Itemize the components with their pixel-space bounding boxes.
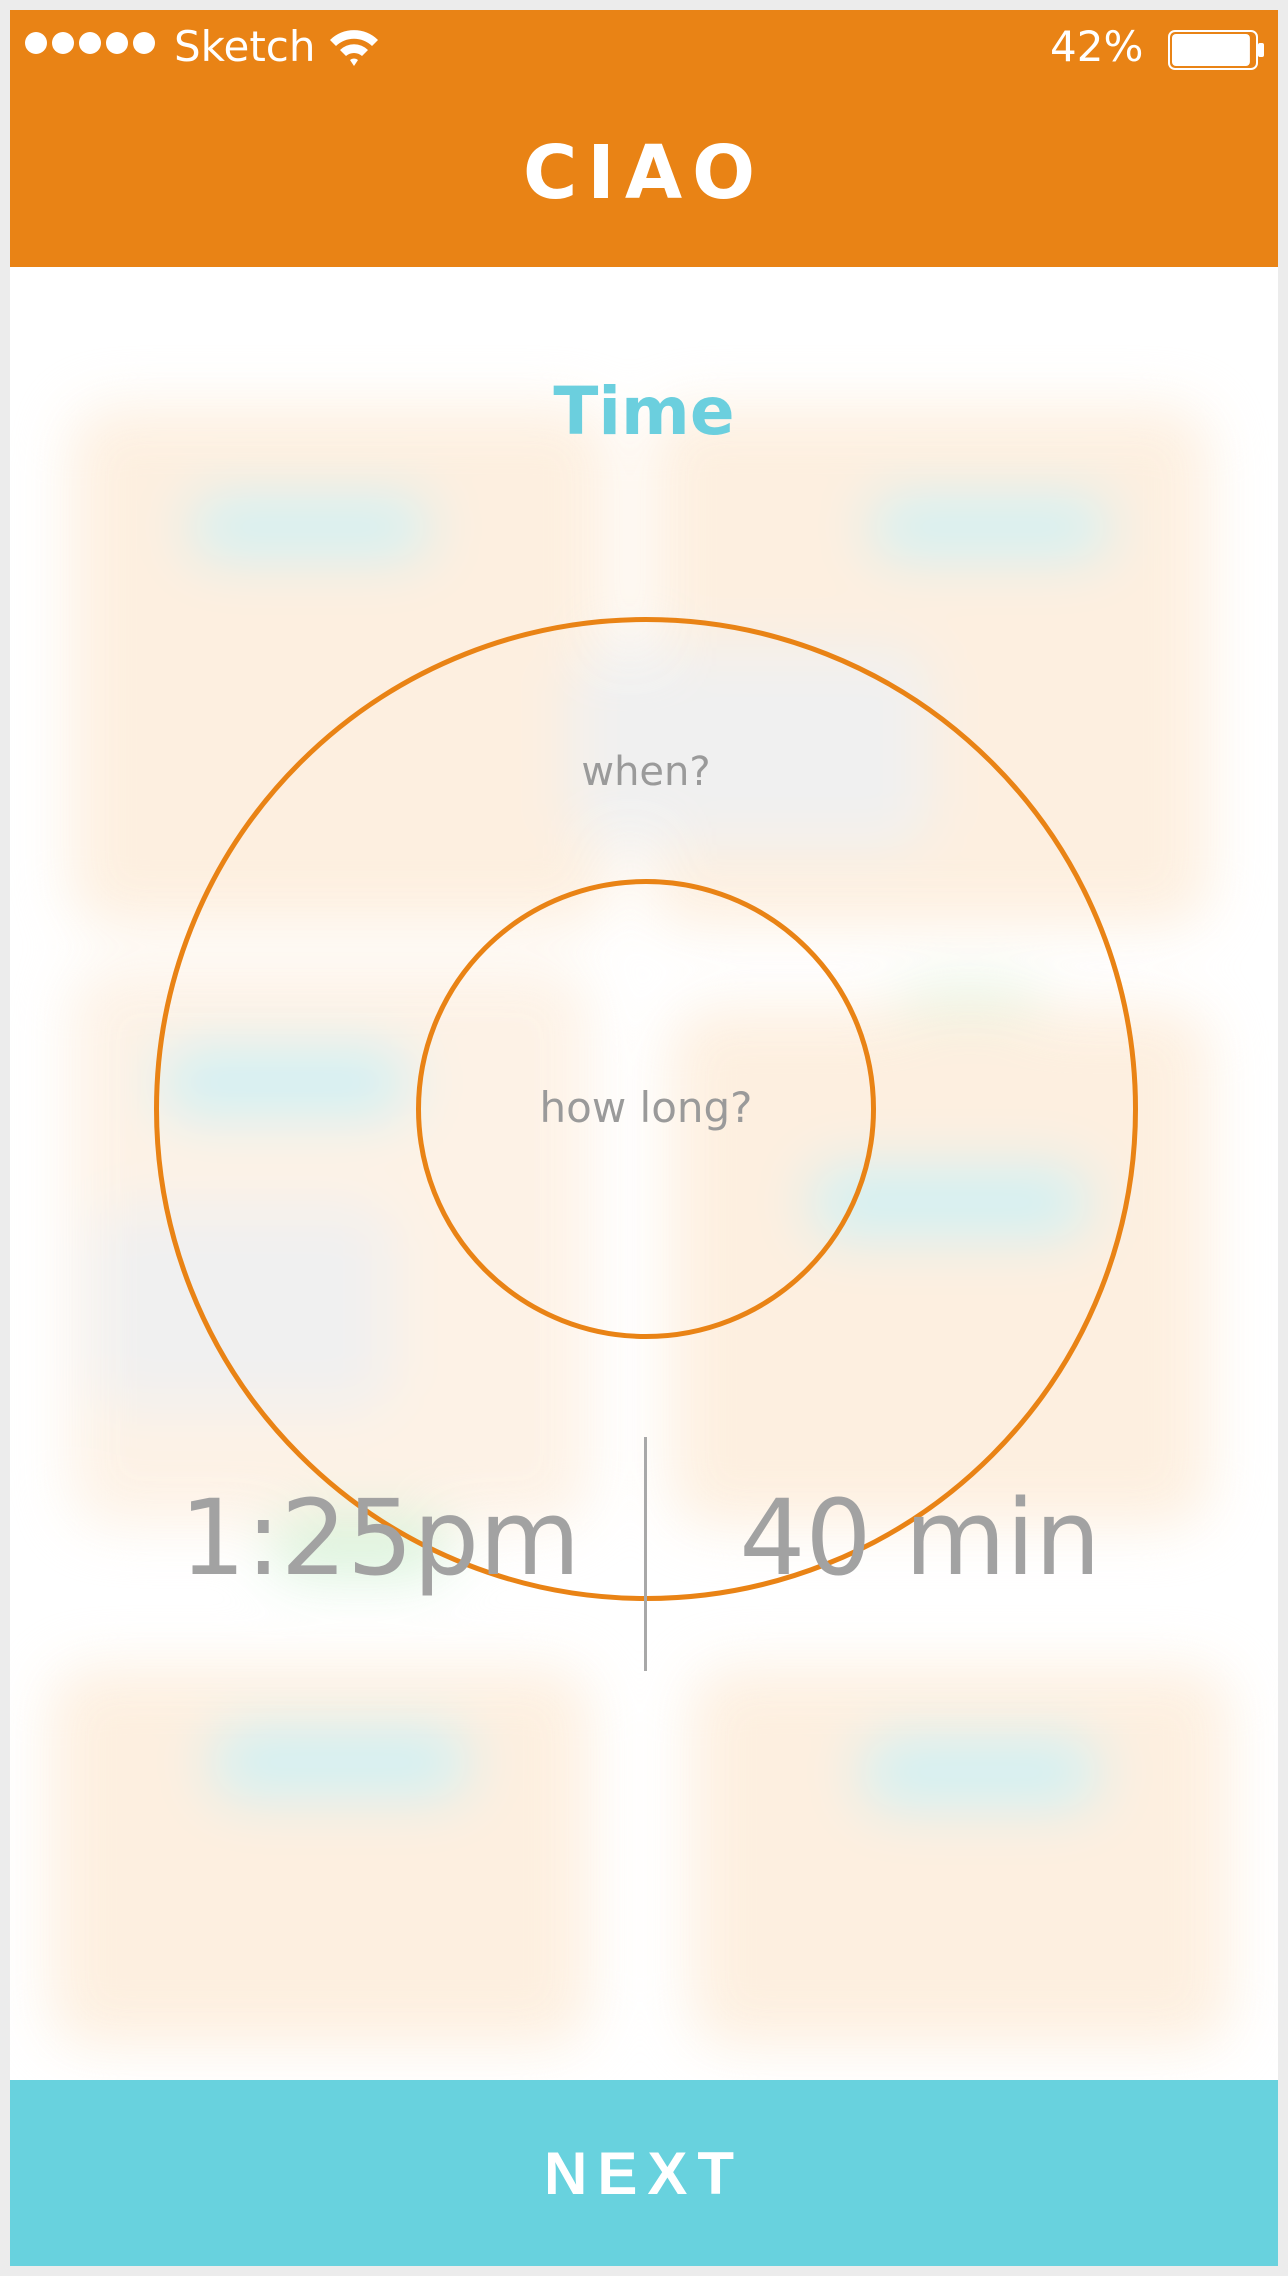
battery-icon xyxy=(1168,30,1264,70)
next-button-label: NEXT xyxy=(543,2139,745,2207)
signal-dots-icon xyxy=(25,32,155,54)
wifi-icon xyxy=(330,30,378,66)
phone-screen: Sketch 42% CIAO xyxy=(10,10,1278,2266)
main-content: Time when? how long? 1:25pm 40 min xyxy=(10,267,1278,2080)
duration-value: 40 min xyxy=(739,1477,1101,1599)
time-dial[interactable]: when? how long? xyxy=(154,617,1138,1601)
when-label: when? xyxy=(581,749,711,795)
value-divider xyxy=(644,1437,647,1671)
how-long-ring[interactable] xyxy=(416,879,876,1339)
start-time-value: 1:25pm xyxy=(179,1477,581,1599)
next-button[interactable]: NEXT xyxy=(10,2080,1278,2266)
section-title: Time xyxy=(553,373,735,450)
status-bar: Sketch 42% xyxy=(10,10,1278,80)
header-bar: Sketch 42% CIAO xyxy=(10,10,1278,267)
app-title: CIAO xyxy=(522,130,766,216)
battery-percent: 42% xyxy=(1050,22,1144,71)
carrier-name: Sketch xyxy=(174,22,316,71)
how-long-label: how long? xyxy=(539,1083,753,1132)
battery-fill xyxy=(1172,34,1250,66)
